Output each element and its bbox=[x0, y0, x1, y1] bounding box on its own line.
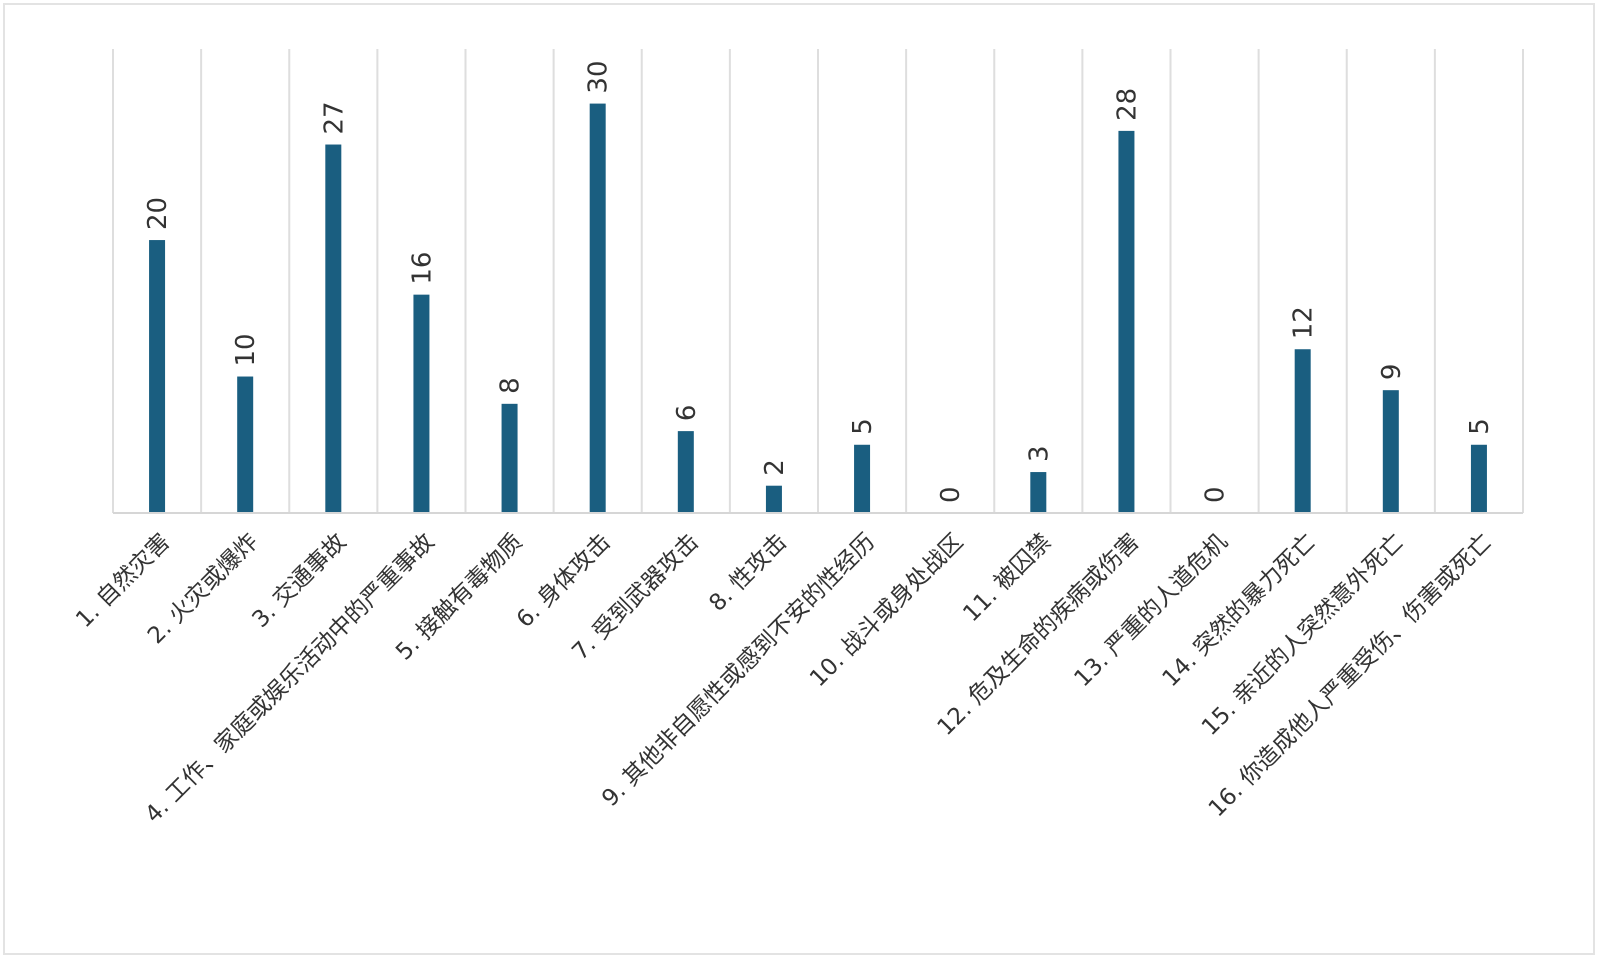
bar bbox=[1470, 444, 1487, 513]
data-label: 8 bbox=[496, 377, 526, 394]
data-label: 12 bbox=[1289, 306, 1319, 339]
bars bbox=[149, 103, 1487, 514]
data-label: 27 bbox=[319, 101, 349, 134]
bar bbox=[1294, 349, 1311, 513]
x-tick-label: 10. 战斗或身处战区 bbox=[805, 529, 968, 692]
bar bbox=[1382, 390, 1399, 513]
data-label: 3 bbox=[1024, 446, 1054, 463]
bar bbox=[149, 240, 166, 513]
gridlines bbox=[112, 49, 1524, 513]
bar bbox=[1030, 472, 1047, 513]
data-label: 0 bbox=[936, 486, 966, 503]
x-tick-label: 8. 性攻击 bbox=[704, 529, 792, 617]
bar bbox=[677, 431, 694, 513]
bar bbox=[765, 485, 782, 513]
data-label: 5 bbox=[848, 418, 878, 435]
bar bbox=[589, 103, 606, 514]
data-label: 28 bbox=[1112, 88, 1142, 121]
data-label: 30 bbox=[584, 60, 614, 93]
bar bbox=[501, 403, 518, 513]
x-tick-label: 14. 突然的暴力死亡 bbox=[1158, 529, 1321, 692]
data-label: 6 bbox=[672, 405, 702, 422]
data-labels: 20 10 27 16 8 30 6 2 5 0 3 28 0 12 9 5 bbox=[143, 60, 1495, 503]
data-label: 16 bbox=[407, 252, 437, 285]
data-label: 0 bbox=[1201, 486, 1231, 503]
bar bbox=[325, 144, 342, 513]
data-label: 10 bbox=[231, 333, 261, 366]
x-tick-label: 13. 严重的人道危机 bbox=[1070, 529, 1233, 692]
data-label: 2 bbox=[760, 459, 790, 476]
bar bbox=[413, 294, 430, 513]
chart-frame: 20 10 27 16 8 30 6 2 5 0 3 28 0 12 9 5 1. 自然灾害 2. 火灾或爆炸 3… bbox=[3, 3, 1595, 955]
data-label: 5 bbox=[1465, 418, 1495, 435]
bar bbox=[854, 444, 871, 513]
bar bbox=[237, 376, 254, 513]
data-label: 9 bbox=[1377, 364, 1407, 381]
bar bbox=[1118, 130, 1135, 513]
data-label: 20 bbox=[143, 197, 173, 230]
